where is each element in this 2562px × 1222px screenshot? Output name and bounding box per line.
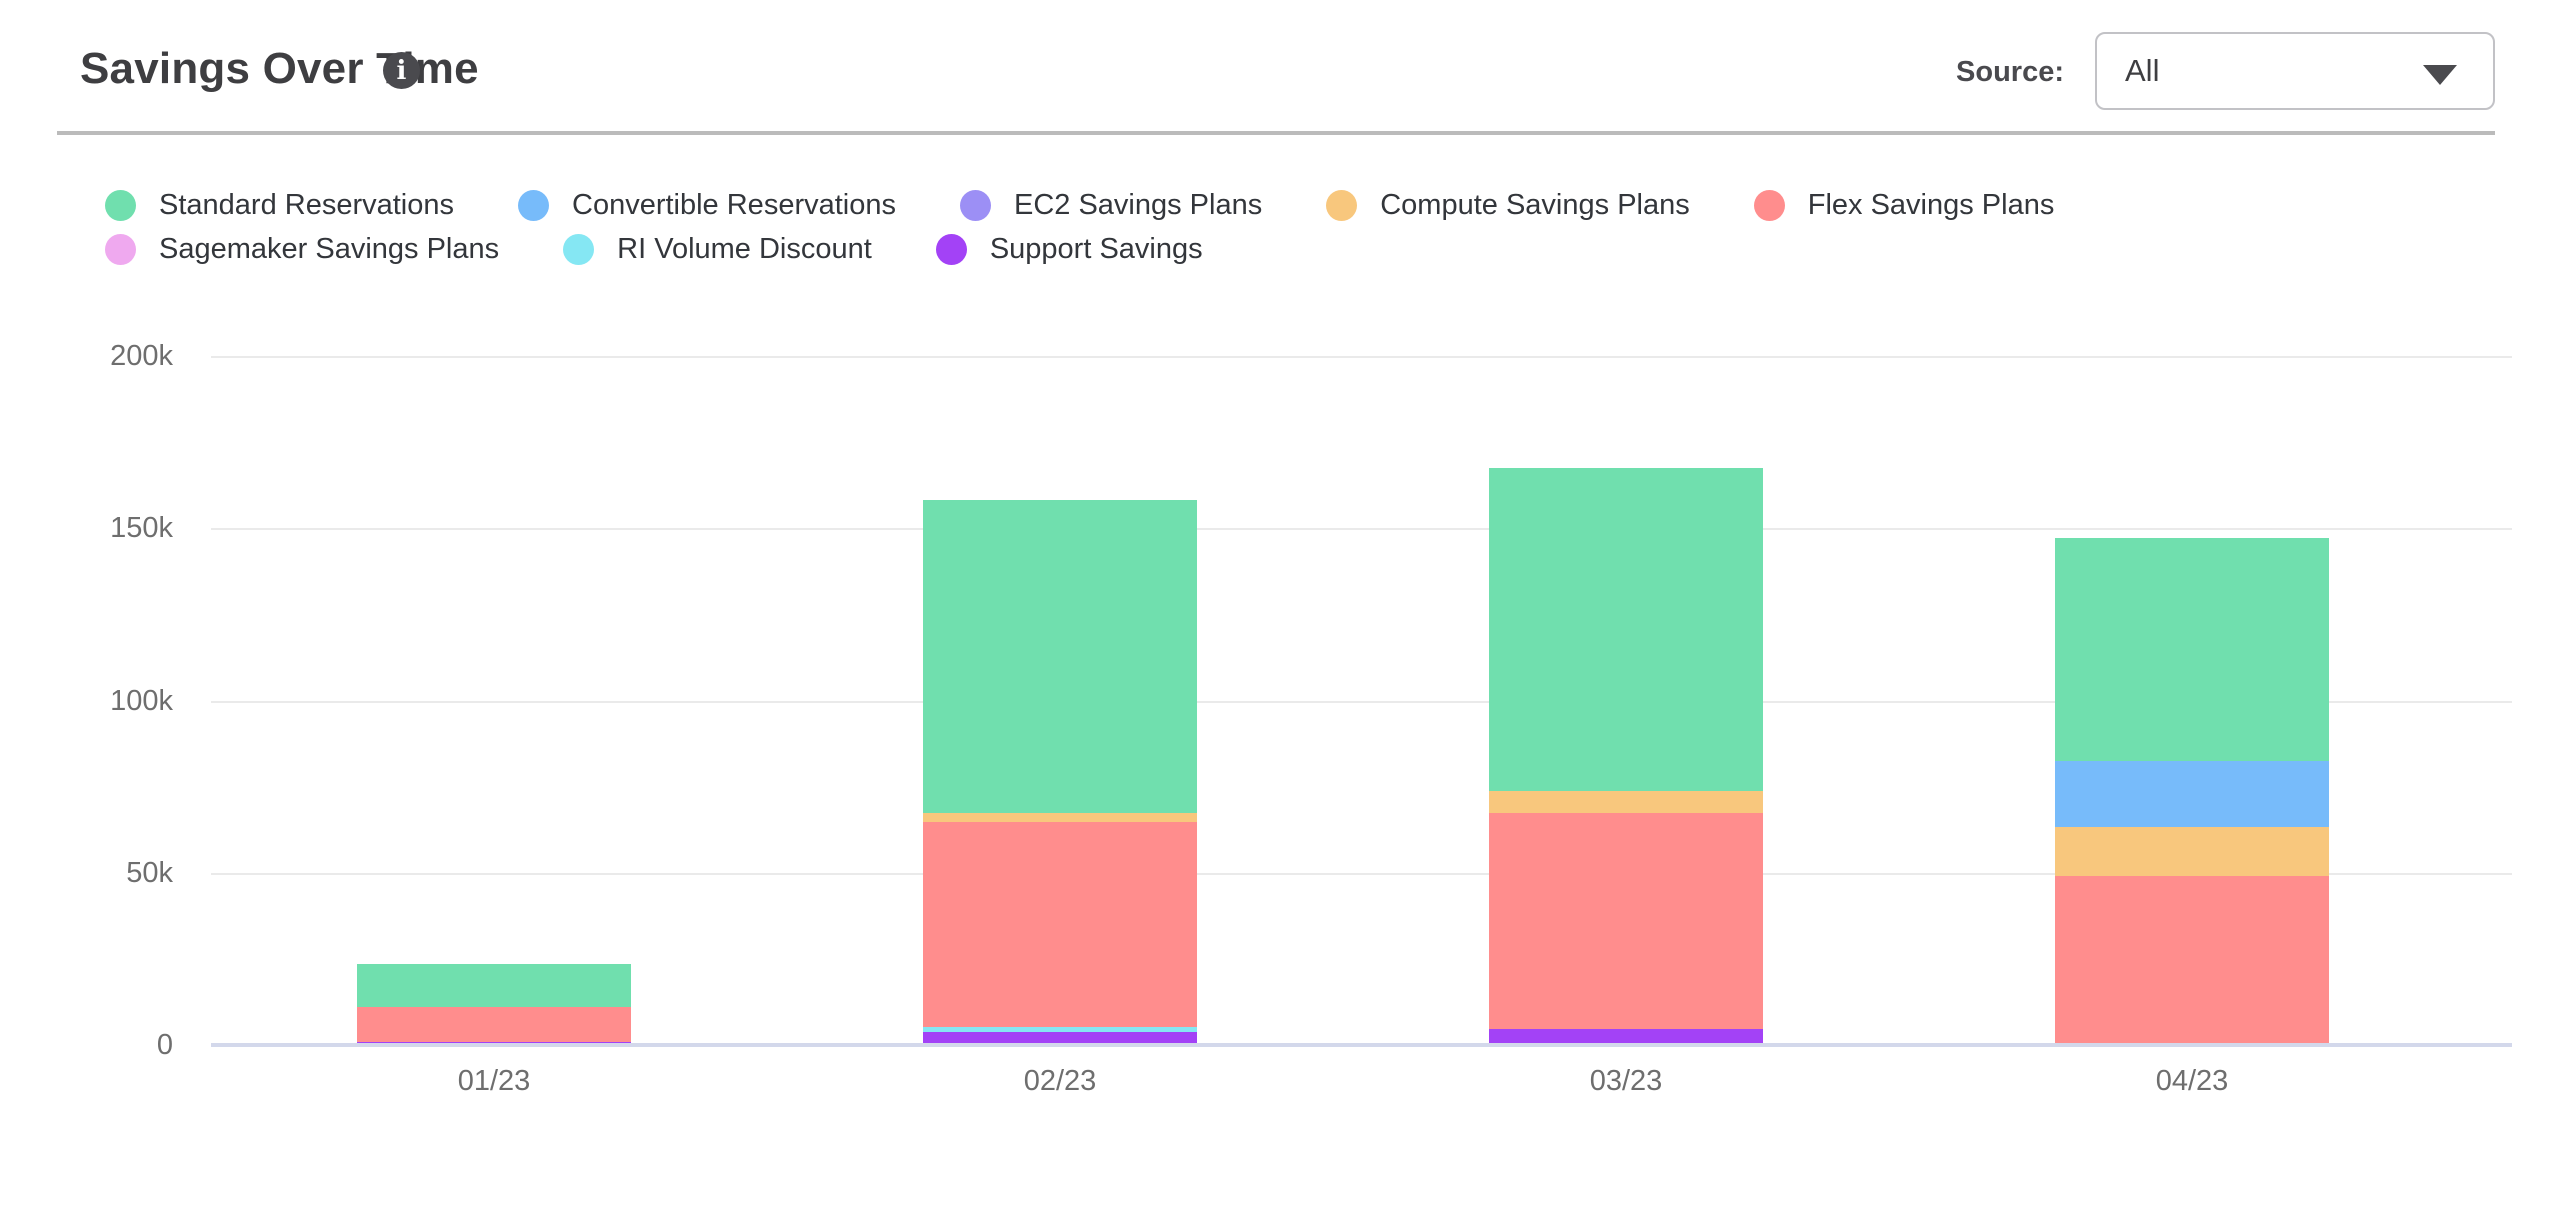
x-axis: 01/23 02/23 03/23 04/23 (211, 1065, 2475, 1098)
legend-item-sagemaker-savings-plans[interactable]: Sagemaker Savings Plans (105, 233, 499, 266)
bar-segment-standard-reservations[interactable] (2055, 537, 2329, 761)
legend-label: Convertible Reservations (572, 189, 896, 221)
legend-label: Compute Savings Plans (1380, 189, 1690, 221)
legend-label: Sagemaker Savings Plans (159, 233, 500, 265)
legend-swatch (959, 190, 991, 221)
legend-item-compute-savings-plans[interactable]: Compute Savings Plans (1326, 189, 1690, 222)
legend-swatch (1753, 190, 1785, 221)
bar-segment-standard-reservations[interactable] (1489, 467, 1763, 792)
bar-segment-flex-savings-plans[interactable] (357, 1007, 631, 1043)
x-axis-label: 03/23 (1589, 1065, 1663, 1097)
bar-segment-support-savings[interactable] (1489, 1029, 1763, 1045)
gridline (211, 700, 2512, 703)
bar-group (1909, 356, 2475, 1045)
legend-item-support-savings[interactable]: Support Savings (935, 233, 1203, 266)
bar-group (777, 356, 1343, 1045)
stacked-bar-03-23[interactable] (1489, 467, 1763, 1045)
y-axis-label: 0 (156, 1029, 173, 1061)
y-axis-label: 100k (110, 684, 173, 717)
y-axis-label: 50k (126, 856, 173, 889)
bar-segment-flex-savings-plans[interactable] (923, 822, 1197, 1028)
y-axis-label: 150k (110, 512, 173, 545)
legend-swatch (105, 234, 136, 265)
savings-chart: 200k 150k 100k 50k 0 (0, 342, 2562, 1060)
bar-segment-compute-savings-plans[interactable] (923, 812, 1197, 823)
bar-segment-flex-savings-plans[interactable] (2055, 875, 2329, 1045)
bar-segment-ri-volume-discount[interactable] (923, 1027, 1197, 1032)
legend-label: Support Savings (989, 233, 1203, 265)
legend-item-ec2-savings-plans[interactable]: EC2 Savings Plans (959, 189, 1263, 222)
x-axis-label: 04/23 (2155, 1065, 2229, 1097)
legend-label: Flex Savings Plans (1807, 189, 2055, 221)
stacked-bar-02-23[interactable] (923, 500, 1197, 1045)
info-icon[interactable]: i (383, 52, 420, 89)
legend-item-flex-savings-plans[interactable]: Flex Savings Plans (1753, 189, 2055, 222)
stacked-bar-01-23[interactable] (357, 964, 631, 1045)
gridlines (211, 356, 2512, 1047)
x-axis-baseline (211, 1043, 2512, 1047)
x-axis-label: 01/23 (457, 1065, 531, 1097)
bar-segment-standard-reservations[interactable] (923, 500, 1197, 813)
gridline (211, 872, 2512, 875)
legend-item-convertible-reservations[interactable]: Convertible Reservations (518, 189, 896, 222)
legend-swatch (563, 234, 595, 265)
x-axis-label: 02/23 (1023, 1065, 1097, 1097)
bar-segment-standard-reservations[interactable] (357, 964, 631, 1008)
source-dropdown-value: All (2125, 53, 2160, 88)
bar-segment-compute-savings-plans[interactable] (1489, 791, 1763, 814)
gridline (211, 528, 2512, 531)
legend-label: Standard Reservations (159, 189, 454, 221)
header: Savings Over Time i Source: All (0, 0, 2562, 135)
legend-swatch (518, 190, 549, 221)
legend-item-ri-volume-discount[interactable]: RI Volume Discount (563, 233, 872, 266)
header-divider (57, 131, 2495, 135)
info-icon-glyph: i (396, 55, 407, 86)
bar-segment-flex-savings-plans[interactable] (1489, 813, 1763, 1030)
legend-row: Standard Reservations Convertible Reserva… (105, 189, 2485, 222)
gridline (211, 356, 2512, 358)
source-dropdown[interactable]: All (2095, 32, 2495, 110)
bar-segment-support-savings[interactable] (923, 1031, 1197, 1045)
chevron-down-icon (2423, 65, 2457, 85)
bar-segment-compute-savings-plans[interactable] (2055, 826, 2329, 876)
legend-row: Sagemaker Savings Plans RI Volume Discoun… (105, 233, 2485, 266)
legend-swatch (105, 190, 136, 221)
y-axis-label: 200k (110, 340, 173, 372)
legend-swatch (935, 234, 967, 265)
stacked-bar-04-23[interactable] (2055, 537, 2329, 1045)
source-label: Source: (1956, 56, 2064, 88)
legend-item-standard-reservations[interactable]: Standard Reservations (105, 189, 454, 222)
legend-label: EC2 Savings Plans (1013, 189, 1263, 221)
legend-label: RI Volume Discount (617, 233, 872, 265)
y-axis: 200k 150k 100k 50k 0 (0, 342, 173, 1060)
bar-segment-convertible-reservations[interactable] (2055, 760, 2329, 827)
bar-plot (211, 356, 2475, 1045)
bar-group (211, 356, 777, 1045)
bar-group (1343, 356, 1909, 1045)
chart-legend: Standard Reservations Convertible Reserva… (105, 189, 2485, 266)
legend-swatch (1326, 190, 1358, 221)
